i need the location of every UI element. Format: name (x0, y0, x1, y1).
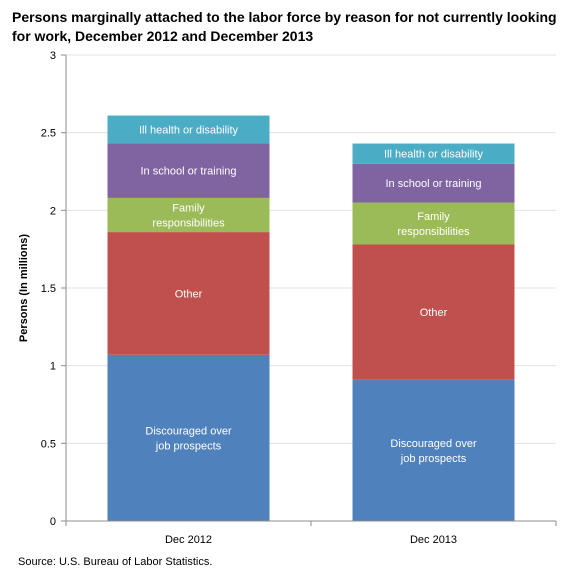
segment-label: responsibilities (397, 226, 470, 238)
y-tick-label: 3 (50, 50, 56, 62)
bar-segment (107, 115, 270, 144)
segment-label: Family (417, 211, 450, 223)
bar-segment (107, 197, 270, 233)
chart-title: Persons marginally attached to the labor… (12, 9, 557, 44)
bar-segment (352, 244, 515, 380)
source-note: Source: U.S. Bureau of Labor Statistics. (18, 556, 213, 568)
segment-label: job prospects (400, 453, 467, 465)
segment-label: Discouraged over (390, 438, 477, 450)
y-tick-label: 0 (50, 516, 56, 528)
y-tick-label: 0.5 (41, 438, 56, 450)
y-tick-label: 1 (50, 361, 56, 373)
segment-label: Other (175, 288, 203, 300)
x-tick-label: Dec 2012 (165, 534, 212, 546)
y-tick-label: 2 (50, 205, 56, 217)
segment-label: Other (420, 307, 448, 319)
segment-label: Family (172, 202, 205, 214)
bar-segment (352, 163, 515, 203)
y-tick-label: 2.5 (41, 128, 56, 140)
bars: Discouraged over job prospects Other Family… (107, 115, 515, 521)
segment-label: Discouraged over (145, 425, 232, 437)
x-tick-label: Dec 2013 (410, 534, 457, 546)
segment-label: In school or training (141, 166, 237, 178)
axes: 0 0.5 1 1.5 2 2.5 3 Dec 2012 Dec 2013 (41, 50, 557, 546)
segment-label: Ill health or disability (384, 149, 484, 161)
bar-segment (352, 379, 515, 521)
bar-segment (352, 143, 515, 164)
y-axis-title: Persons (In millions) (18, 234, 30, 343)
bar-segment (107, 143, 270, 198)
bar-segment (107, 354, 270, 521)
segment-label: responsibilities (152, 217, 225, 229)
segment-label: Ill health or disability (139, 125, 239, 137)
segment-label: job prospects (155, 440, 222, 452)
segment-label: In school or training (386, 178, 482, 190)
bar-segment (352, 202, 515, 245)
bar-segment (107, 232, 270, 355)
y-tick-label: 1.5 (41, 283, 56, 295)
